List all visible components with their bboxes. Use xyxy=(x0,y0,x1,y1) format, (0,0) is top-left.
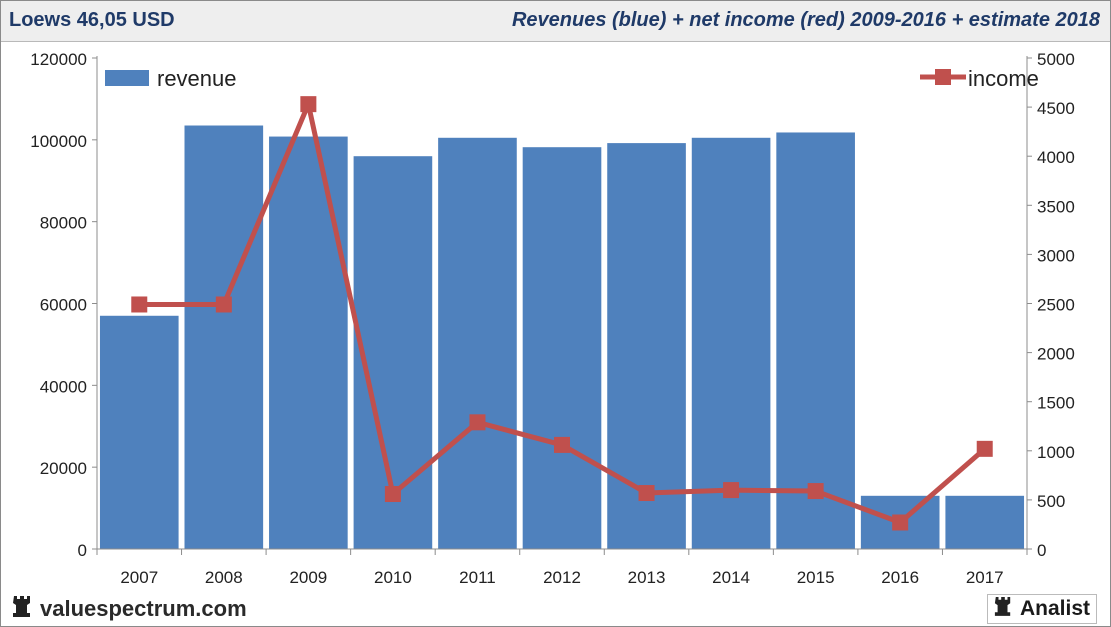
brand-right-text: Analist xyxy=(1019,597,1090,620)
right-axis: 0 500 1000 1500 2000 2500 3000 3500 4000 4500 5000 xyxy=(1026,50,1075,560)
x-tick-label: 2009 xyxy=(289,568,327,587)
stock-title: Loews 46,05 USD xyxy=(9,9,175,31)
left-tick-label: 20000 xyxy=(40,459,87,478)
left-tick-label: 60000 xyxy=(40,296,87,315)
title-bar: Loews 46,05 USD Revenues (blue) + net in… xyxy=(1,1,1110,42)
income-point xyxy=(807,483,824,500)
income-point xyxy=(976,440,993,457)
revenue-bar xyxy=(99,315,179,549)
revenue-bar xyxy=(438,137,517,549)
income-point xyxy=(215,296,232,313)
left-tick-label: 120000 xyxy=(30,50,87,69)
right-tick-label: 2500 xyxy=(1037,296,1075,315)
legend-revenue-swatch xyxy=(105,70,149,86)
legend-income-marker xyxy=(935,69,951,85)
rook-icon xyxy=(12,594,32,624)
income-point xyxy=(131,296,148,313)
x-tick-label: 2008 xyxy=(205,568,243,587)
right-tick-label: 3000 xyxy=(1037,246,1075,265)
left-tick-label: 100000 xyxy=(30,132,87,151)
income-point xyxy=(469,414,486,431)
income-point xyxy=(723,482,740,499)
left-tick-label: 40000 xyxy=(40,377,87,396)
x-tick-label: 2013 xyxy=(628,568,666,587)
revenue-bar xyxy=(522,147,602,549)
x-tick-label: 2010 xyxy=(374,568,412,587)
legend-income-label: income xyxy=(968,66,1039,91)
revenue-bar xyxy=(269,136,348,549)
x-axis: 2007 2008 2009 2010 2011 2012 2013 2014 2015 2016… xyxy=(96,548,1028,587)
x-tick-label: 2015 xyxy=(797,568,835,587)
right-tick-label: 4000 xyxy=(1037,148,1075,167)
income-line xyxy=(131,96,993,531)
income-point xyxy=(384,486,401,503)
x-tick-label: 2014 xyxy=(712,568,750,587)
x-tick-label: 2012 xyxy=(543,568,581,587)
brand-valuespectrum[interactable]: valuespectrum.com xyxy=(12,594,247,624)
revenue-bar xyxy=(691,137,771,549)
brand-left-text: valuespectrum.com xyxy=(40,596,247,621)
right-tick-label: 1000 xyxy=(1037,443,1075,462)
right-tick-label: 2000 xyxy=(1037,345,1075,364)
brand-analist[interactable]: Analist xyxy=(986,594,1097,624)
revenue-bar xyxy=(607,143,686,549)
x-tick-label: 2011 xyxy=(459,568,496,587)
left-axis: 0 20000 40000 60000 80000 100000 120000 xyxy=(30,50,98,560)
right-tick-label: 4500 xyxy=(1037,99,1075,118)
revenue-bar xyxy=(184,125,264,549)
x-tick-label: 2016 xyxy=(881,568,919,587)
revenue-bar xyxy=(945,495,1025,549)
revenue-bars xyxy=(99,125,1025,550)
x-tick-label: 2007 xyxy=(120,568,158,587)
income-point xyxy=(892,514,909,531)
right-tick-label: 3500 xyxy=(1037,197,1075,216)
right-tick-label: 0 xyxy=(1037,541,1046,560)
chart-title: Revenues (blue) + net income (red) 2009-… xyxy=(511,9,1100,31)
right-tick-label: 5000 xyxy=(1037,50,1075,69)
left-tick-label: 0 xyxy=(78,541,87,560)
left-tick-label: 80000 xyxy=(40,214,87,233)
income-point xyxy=(638,485,655,502)
x-tick-label: 2017 xyxy=(966,568,1004,587)
right-tick-label: 500 xyxy=(1037,492,1065,511)
right-tick-label: 1500 xyxy=(1037,394,1075,413)
rook-icon xyxy=(994,595,1012,623)
legend-revenue-label: revenue xyxy=(157,66,237,91)
legend: revenue income xyxy=(105,66,1039,91)
revenue-bar xyxy=(776,132,855,550)
income-point xyxy=(300,96,317,113)
income-point xyxy=(554,436,570,453)
